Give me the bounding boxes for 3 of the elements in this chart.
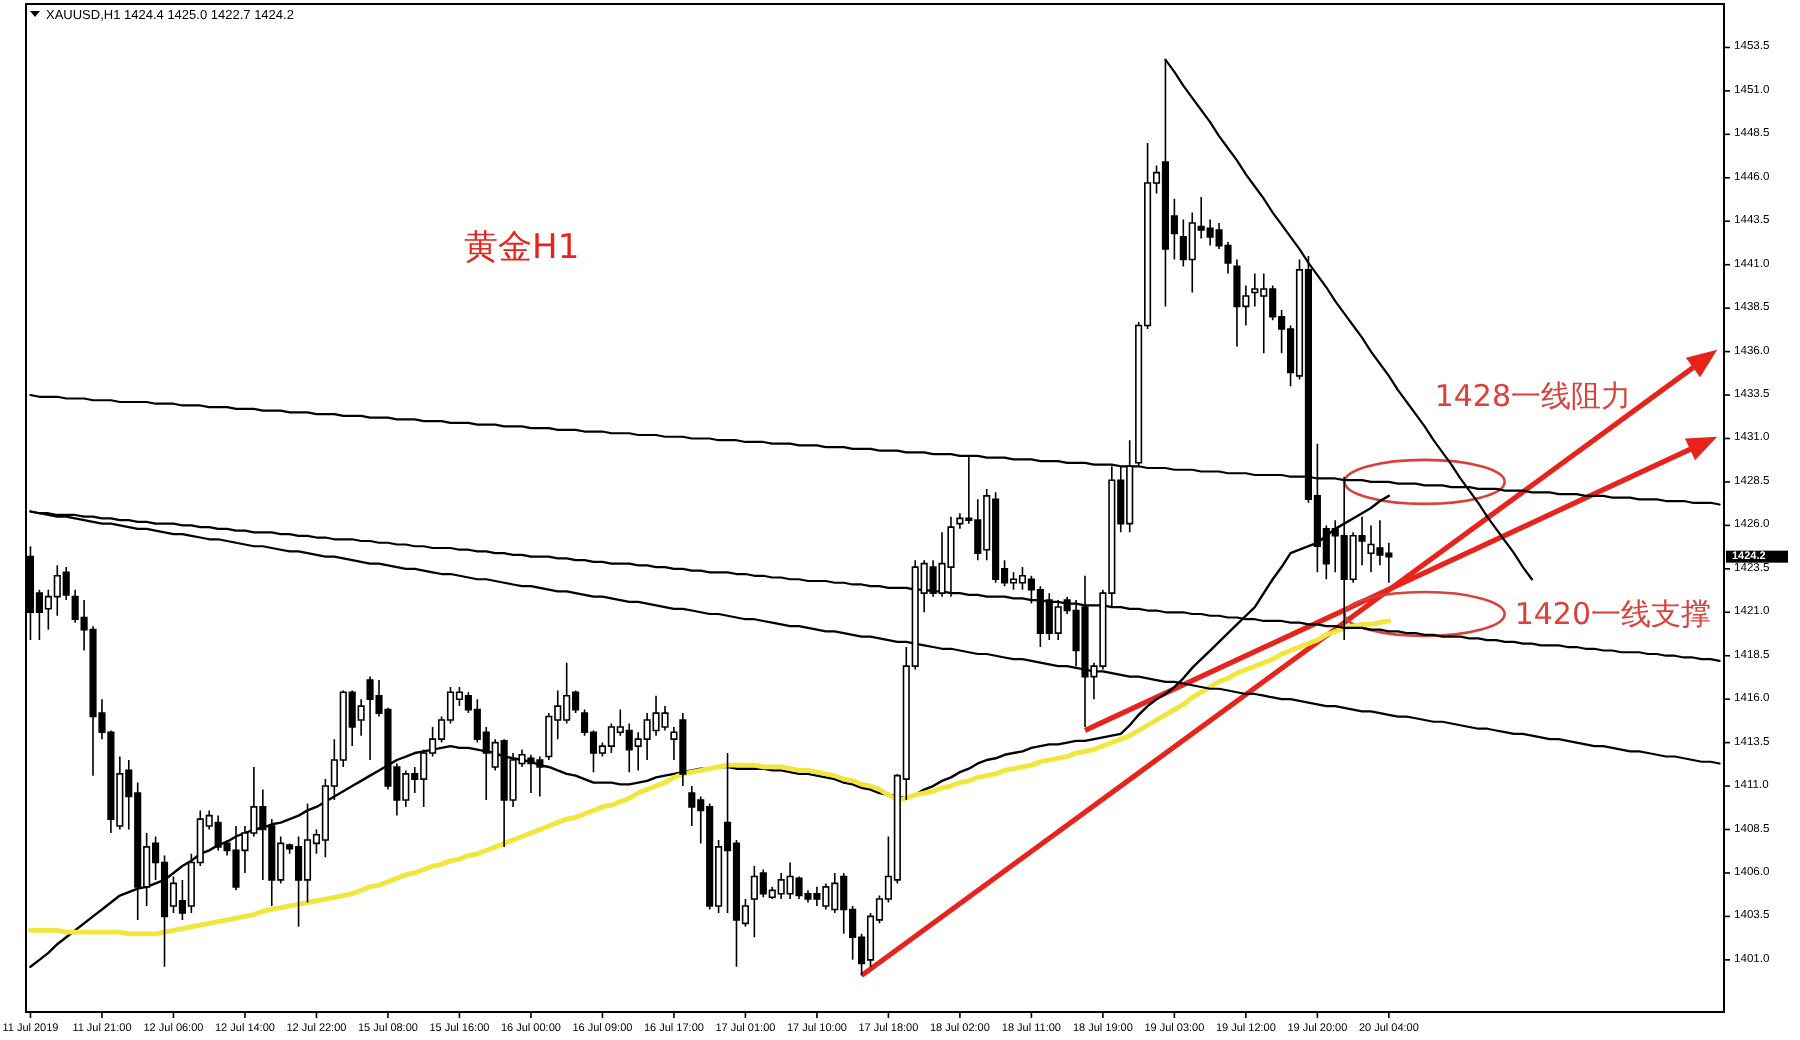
annotation: 1420一线支撑	[1514, 596, 1711, 633]
annotation: 1428一线阻力	[1434, 377, 1631, 414]
chart-title: 黄金H1	[464, 228, 580, 268]
